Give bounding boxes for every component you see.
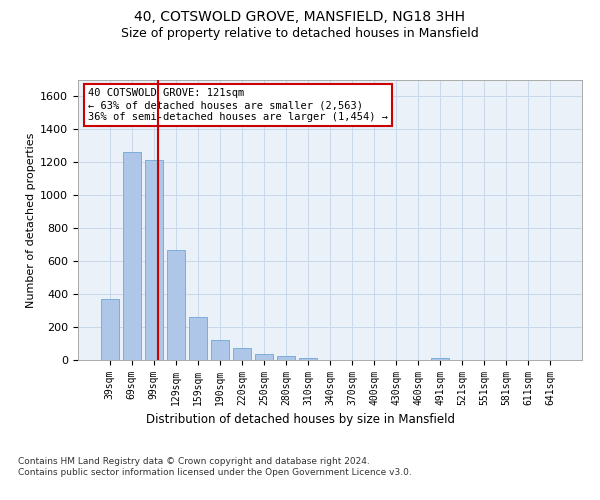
Bar — [277, 356, 295, 360]
Bar — [123, 152, 140, 360]
Bar — [233, 348, 251, 360]
Bar — [431, 358, 449, 360]
Text: Distribution of detached houses by size in Mansfield: Distribution of detached houses by size … — [146, 412, 455, 426]
Bar — [101, 299, 119, 360]
Bar — [211, 340, 229, 360]
Text: Contains HM Land Registry data © Crown copyright and database right 2024.
Contai: Contains HM Land Registry data © Crown c… — [18, 458, 412, 477]
Bar — [167, 250, 185, 360]
Text: Size of property relative to detached houses in Mansfield: Size of property relative to detached ho… — [121, 28, 479, 40]
Bar — [189, 317, 206, 360]
Text: 40, COTSWOLD GROVE, MANSFIELD, NG18 3HH: 40, COTSWOLD GROVE, MANSFIELD, NG18 3HH — [134, 10, 466, 24]
Y-axis label: Number of detached properties: Number of detached properties — [26, 132, 36, 308]
Bar — [255, 354, 273, 360]
Bar — [299, 358, 317, 360]
Text: 40 COTSWOLD GROVE: 121sqm
← 63% of detached houses are smaller (2,563)
36% of se: 40 COTSWOLD GROVE: 121sqm ← 63% of detac… — [88, 88, 388, 122]
Bar — [145, 160, 163, 360]
